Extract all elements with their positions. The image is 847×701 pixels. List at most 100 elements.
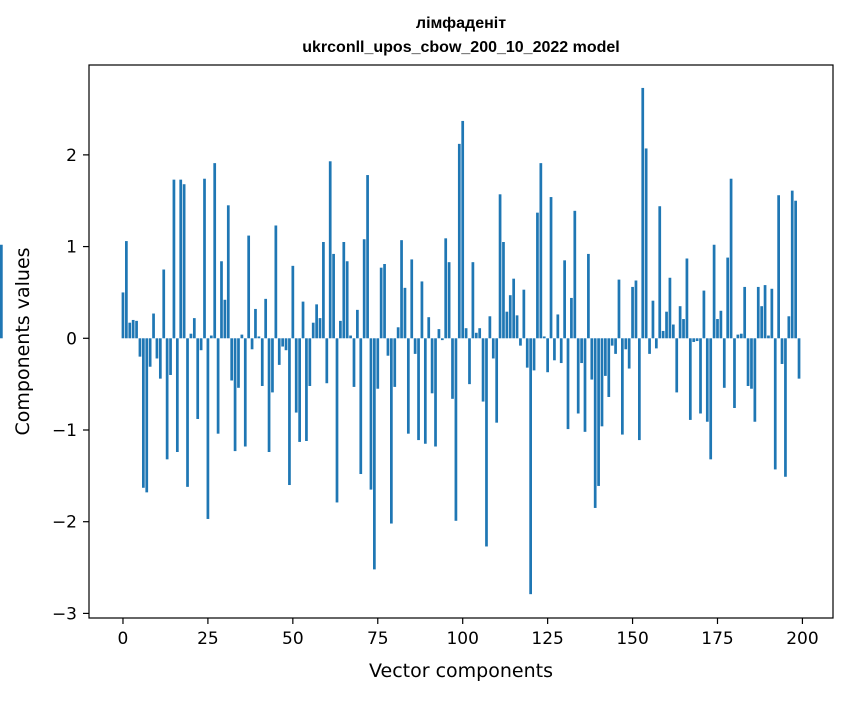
- bar-component-9: [152, 313, 155, 339]
- bar-component-80: [393, 338, 397, 387]
- bar-component-193: [777, 195, 780, 339]
- bar-component-51: [294, 338, 298, 413]
- bar-component-163: [675, 338, 679, 393]
- bar-component-161: [668, 277, 672, 339]
- bar-component-27: [213, 163, 217, 339]
- x-tick-label: 0: [118, 629, 129, 649]
- bar-component-1: [125, 241, 128, 339]
- bar-component-85: [410, 259, 414, 339]
- bar-component-88: [420, 281, 424, 339]
- bar-component-91: [430, 338, 434, 394]
- y-tick-label: −1: [52, 421, 77, 441]
- bar-component-171: [702, 290, 706, 339]
- x-tick-label: 25: [197, 629, 219, 649]
- bar-component-140: [597, 338, 600, 486]
- bar-component-78: [386, 338, 390, 356]
- bar-component-121: [532, 338, 536, 371]
- bar-component-7: [145, 338, 149, 493]
- bar-component-45: [274, 225, 278, 339]
- bar-component-199: [797, 338, 801, 379]
- bar-component-94: [440, 338, 444, 341]
- bar-component-101: [464, 328, 468, 339]
- bar-component-24: [203, 178, 206, 339]
- bar-component-148: [624, 338, 628, 350]
- bar-component-196: [787, 316, 791, 339]
- bar-component-120: [529, 338, 532, 595]
- bar-component-177: [722, 338, 726, 388]
- bar-component-34: [237, 338, 240, 388]
- bar-component-183: [743, 286, 747, 339]
- bar-component-182: [739, 333, 743, 339]
- bar-component-22: [196, 338, 200, 419]
- bar-component-185: [750, 338, 753, 389]
- bar-component-15: [172, 179, 176, 339]
- bar-component-98: [454, 338, 458, 521]
- bar-component-16: [175, 338, 179, 453]
- bar-component-160: [665, 311, 668, 339]
- bar-component-174: [712, 244, 716, 339]
- bar-component-125: [546, 338, 549, 373]
- bar-component-4: [135, 320, 138, 339]
- bar-component-180: [733, 338, 736, 408]
- bar-component-156: [651, 300, 655, 339]
- bar-component-114: [508, 295, 512, 339]
- bar-component-87: [417, 338, 420, 441]
- y-tick-label: −3: [52, 604, 77, 624]
- bar-component-32: [230, 338, 234, 381]
- bar-component-164: [678, 306, 682, 339]
- bar-component-194: [780, 338, 784, 364]
- bar-component-115: [512, 278, 516, 339]
- y-tick-label: 1: [66, 238, 77, 258]
- bar-component-84: [406, 338, 410, 434]
- bar-component-86: [413, 338, 417, 354]
- bar-component-192: [773, 338, 777, 470]
- bar-component-66: [345, 261, 349, 339]
- bar-component-90: [427, 317, 431, 339]
- bar-component-5: [138, 338, 142, 357]
- bar-component-154: [644, 148, 648, 339]
- bar-component-39: [254, 308, 257, 339]
- bar-component-158: [658, 206, 662, 339]
- bar-component-116: [515, 315, 519, 339]
- bar-component-137: [587, 253, 590, 339]
- bar-component-139: [593, 338, 597, 508]
- bar-component-142: [604, 338, 607, 376]
- bar-component-64: [339, 320, 342, 339]
- bar-component-113: [505, 311, 509, 339]
- bar-component-55: [308, 338, 312, 386]
- bar-component-103: [471, 262, 475, 339]
- bar-component-76: [379, 267, 383, 339]
- bar-component-149: [627, 338, 631, 369]
- bar-component-2: [128, 322, 132, 339]
- bar-component-130: [563, 260, 566, 339]
- bar-component-123: [539, 163, 543, 339]
- bar-component-18: [182, 184, 186, 339]
- bar-component-187: [756, 286, 760, 339]
- bar-component-188: [760, 306, 764, 339]
- bar-component-13: [165, 338, 169, 460]
- bar-component-71: [362, 239, 366, 339]
- x-axis: 0 25 50 75 100 125 150 175 200: [118, 618, 819, 649]
- bar-component-105: [478, 328, 482, 339]
- bar-component-68: [352, 338, 356, 387]
- bar-component-153: [641, 87, 645, 339]
- bar-component-131: [566, 338, 570, 430]
- bar-component-109: [491, 338, 495, 359]
- bar-component-89: [423, 338, 427, 444]
- bar-component-49: [288, 338, 291, 486]
- bar-component-170: [699, 338, 702, 414]
- bar-component-17: [179, 179, 183, 339]
- bar-component-97: [451, 338, 454, 399]
- bar-component-26: [209, 335, 213, 339]
- bar-component-184: [746, 338, 750, 386]
- chart-subtitle: ukrconll_upos_cbow_200_10_2022 model: [302, 39, 619, 56]
- bar-component-69: [356, 309, 359, 339]
- bar-component-37: [247, 235, 251, 339]
- bar-component-167: [688, 338, 692, 420]
- bar-component-83: [403, 287, 407, 339]
- bar-component-63: [335, 338, 339, 503]
- bar-component-165: [682, 319, 685, 339]
- bar-component-14: [169, 338, 172, 375]
